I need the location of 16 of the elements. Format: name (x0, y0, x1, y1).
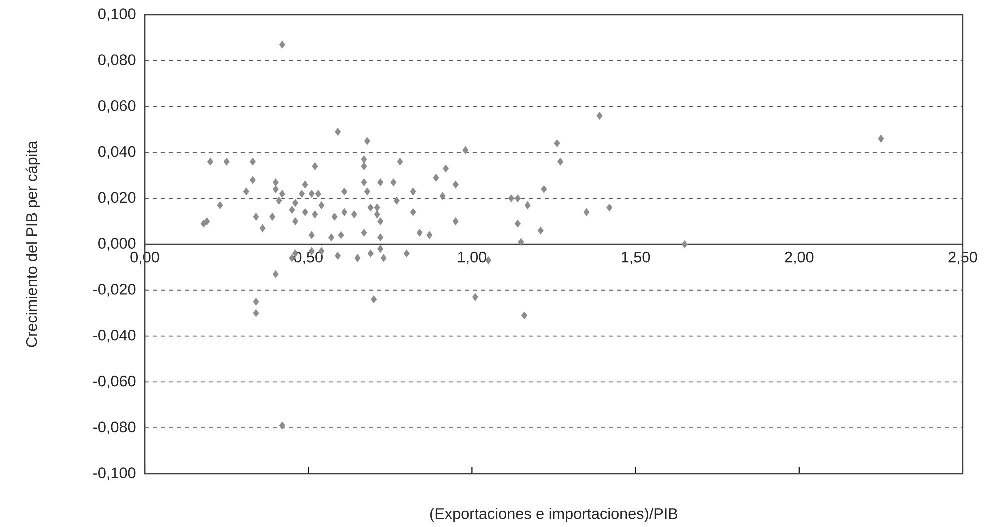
y-tick-label: -0,100 (94, 468, 136, 480)
x-axis-title: (Exportaciones e importaciones)/PIB (430, 508, 678, 522)
y-axis-title: Crecimiento del PIB per cápita (26, 141, 40, 348)
y-tick-label: 0,100 (98, 8, 136, 22)
y-tick-label: -0,040 (94, 330, 136, 343)
y-tick-label: 0,040 (98, 146, 136, 160)
y-tick-label: 0,020 (98, 192, 136, 206)
x-tick-label: 1,50 (622, 252, 650, 265)
y-tick-label: -0,080 (94, 422, 136, 435)
y-tick-label: 0,080 (98, 54, 136, 68)
y-tick-label: -0,060 (94, 376, 136, 389)
y-tick-label: 0,060 (98, 100, 136, 114)
x-tick-label: 2,00 (785, 252, 814, 265)
y-tick-label: 0,000 (98, 238, 136, 251)
x-tick-label: 1,00 (458, 252, 487, 265)
y-tick-label: -0,020 (94, 284, 136, 297)
